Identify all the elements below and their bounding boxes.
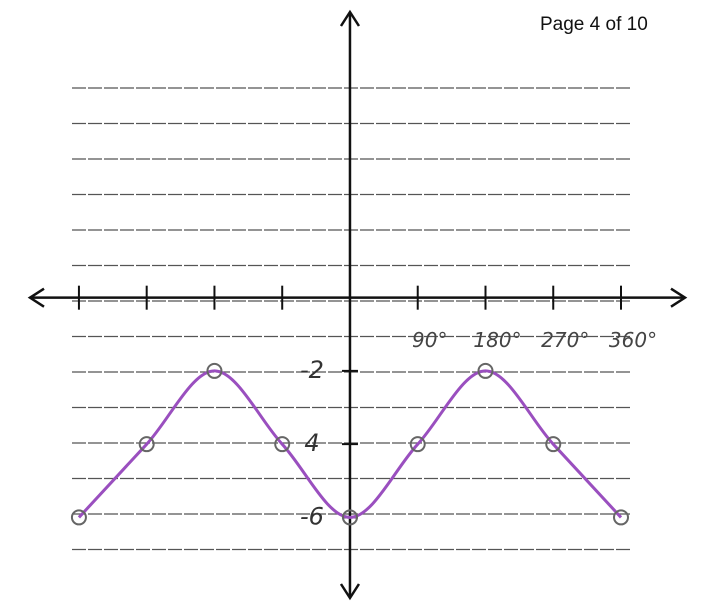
y-tick-label: -6 (300, 502, 324, 530)
x-tick-label: 360° (609, 328, 657, 352)
y-tick-label: -2 (300, 356, 324, 384)
point (70, 509, 87, 526)
point (477, 362, 494, 379)
x-tick-label: 270° (541, 328, 589, 352)
arrow (670, 287, 688, 308)
page-label: Page 4 of 10 (540, 14, 648, 35)
x-tick-label: 180° (473, 328, 521, 352)
point (341, 509, 358, 526)
curve (77, 369, 623, 519)
point (613, 509, 630, 526)
point (138, 436, 155, 453)
point (545, 436, 562, 453)
x-tick-label: 90° (412, 328, 447, 352)
y-tick-label: 4 (304, 429, 319, 457)
arrow (339, 9, 361, 27)
point (274, 436, 291, 453)
point (206, 362, 223, 379)
arrow (339, 583, 361, 601)
arrow (27, 287, 45, 308)
point (409, 436, 426, 453)
